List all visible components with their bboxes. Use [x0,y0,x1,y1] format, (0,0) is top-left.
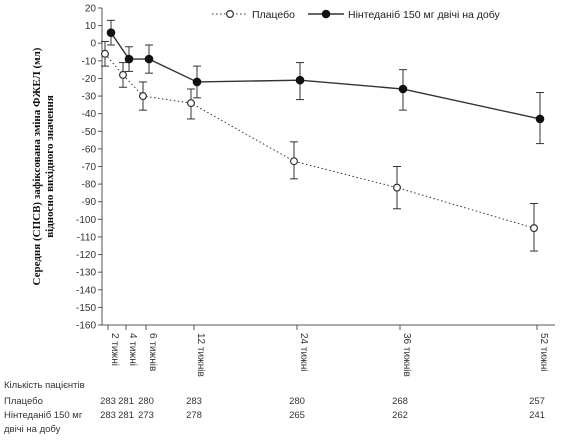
legend-swatch-marker [321,9,331,19]
y-tick-label: 10 [85,21,97,32]
y-axis-label-rotated: Середня (СПСВ) зафіксована зміна ФЖЕЛ (м… [31,47,56,285]
data-point [192,77,202,87]
y-tick-label: -110 [77,232,97,243]
data-point [529,224,538,233]
y-tick-label: -10 [82,56,97,67]
y-tick-label: -160 [76,321,96,332]
y-tick-label: -40 [82,109,97,120]
table-cell: 265 [289,410,305,421]
y-tick-label: -120 [76,250,96,261]
table-cell: 281 [118,410,134,421]
x-tick-label-group: 2 тижні [109,333,120,366]
data-point [187,99,196,108]
x-tick-label-group: 4 тижні [127,333,138,366]
table-cell: 262 [392,410,408,421]
x-tick-label: 36 тижнів [401,333,412,377]
y-axis-label: Середня (СПСВ) зафіксована зміна ФЖЕЛ (м… [31,47,56,285]
data-point [118,70,127,79]
data-point [398,84,408,94]
x-tick-label: 12 тижнів [195,333,206,377]
x-tick-label: 6 тижнів [147,333,158,371]
axes [101,8,555,326]
table-row-label: Плацебо [4,396,43,407]
y-tick-label: -20 [82,74,97,85]
y-tick-label: -150 [76,303,96,314]
series-2 [106,19,545,145]
y-tick-label: -140 [76,285,96,296]
data-point [144,54,154,64]
y-tick-label: 20 [85,4,97,15]
y-tick-label: 0 [90,39,96,50]
y-tick-label: -80 [82,180,97,191]
y-axis-label-line: відносно вихідного значення [44,95,56,238]
x-tick-label: 2 тижні [109,333,120,366]
x-tick-label: 52 тижні [538,333,549,372]
y-tick-label: -130 [76,268,96,279]
table-cell: 283 [100,396,116,407]
series-layer [100,19,545,252]
table-cell: 281 [118,396,134,407]
table-cell: 283 [186,396,202,407]
table-cell: 280 [138,396,154,407]
table-row-label: Нінтеданіб 150 мг [4,410,83,421]
y-tick-label: -30 [82,92,97,103]
data-point [290,157,299,166]
table-cell: 278 [186,410,202,421]
x-tick-label-group: 52 тижні [538,333,549,372]
x-tick-label-group: 6 тижнів [147,333,158,371]
x-tick-label: 24 тижні [298,333,309,372]
x-tick-label-group: 12 тижнів [195,333,206,377]
y-axis-label-line: Середня (СПСВ) зафіксована зміна ФЖЕЛ (м… [31,47,43,285]
data-point [535,114,545,124]
legend-label: Нінтеданіб 150 мг двічі на добу [348,9,501,21]
table-cell: 257 [529,396,545,407]
legend-label: Плацебо [252,9,295,21]
table-cell: 268 [392,396,408,407]
data-point [106,28,116,37]
y-tick-label: -70 [82,162,97,173]
data-point [139,92,148,101]
y-tick-label: -60 [82,144,97,155]
table-cell: 283 [100,410,116,421]
table-cell: 280 [289,396,305,407]
data-point [100,49,109,58]
data-point [393,183,402,192]
x-tick-label: 4 тижні [127,333,138,366]
y-axis-ticks: 20 10 0 -10 -20 -30 -40 -50 -60 -70 -80 -90 -100 -110… [76,4,102,332]
table-row-label: двічі на добу [4,424,61,435]
x-tick-label-group: 24 тижні [298,333,309,372]
x-axis-ticks: 2 тижні 4 тижні 6 тижнів 12 тижнів 24 тижні 3… [107,325,549,377]
x-tick-label-group: 36 тижнів [401,333,412,377]
legend-swatch-marker [226,10,235,19]
series-line [104,53,535,229]
data-point [124,54,134,64]
table-cell: 241 [529,410,545,421]
table-header: Кількість пацієнтів [4,380,85,391]
series-line [110,32,541,120]
y-tick-label: -90 [82,197,97,208]
legend: Плацебо Нінтеданіб 150 мг двічі на добу [212,9,501,21]
data-point [295,75,305,85]
table-cell: 273 [138,410,154,421]
y-tick-label: -50 [82,127,97,138]
series-1 [100,40,538,252]
y-tick-label: -100 [76,215,96,226]
